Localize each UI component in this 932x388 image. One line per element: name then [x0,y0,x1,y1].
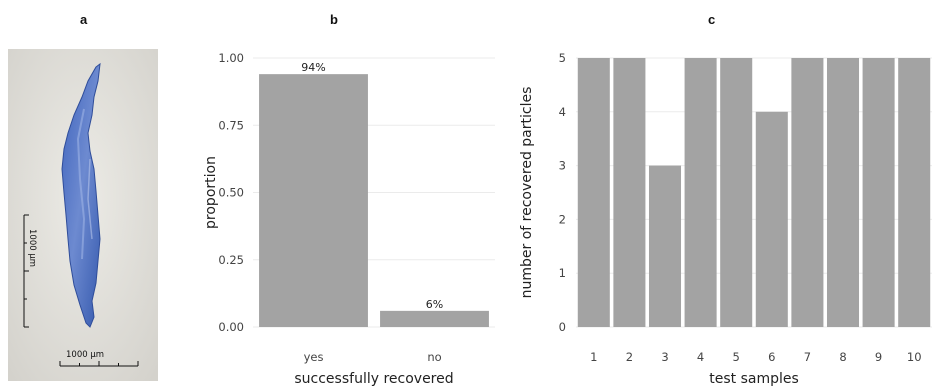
y-tick-label: 0.50 [218,186,244,200]
y-tick-label: 2 [559,212,566,226]
bar-2 [613,58,646,327]
x-tick-label: 6 [768,350,775,364]
y-tick-label: 5 [559,51,566,65]
x-tick-label: no [427,350,441,364]
panel-letter-c: c [708,12,716,27]
x-tick-label: 2 [626,350,633,364]
bar-10 [898,58,931,327]
y-axis-title: number of recovered particles [519,87,535,299]
bar-no [380,310,489,327]
y-tick-label: 0.25 [218,253,244,267]
y-tick-label: 1 [559,266,566,280]
bar-7 [791,58,824,327]
y-tick-label: 0.75 [218,118,244,132]
bar-6 [755,111,788,327]
x-tick-label: 5 [733,350,740,364]
panel-letter-b: b [330,12,338,27]
y-axis-title: proportion [203,156,219,229]
horizontal-scale-bar [59,361,139,367]
x-tick-label: 10 [907,350,922,364]
x-tick-label: 9 [875,350,882,364]
bar-8 [826,58,860,327]
x-axis-title: successfully recovered [294,371,453,387]
vertical-scale-label: 1000 µm [27,229,37,267]
bar-5 [720,58,753,327]
x-tick-label: 3 [661,350,668,364]
data-label: 6% [426,298,443,311]
x-tick-label: yes [304,350,324,364]
bar-9 [862,58,895,327]
horizontal-scale-label: 1000 µm [66,350,104,360]
microplastic-particle-photo: 1000 µm 1000 µm [8,49,158,381]
y-tick-label: 4 [559,105,566,119]
bar-yes [259,74,368,327]
y-tick-label: 1.00 [218,51,244,65]
y-tick-label: 0.00 [218,320,244,334]
y-tick-label: 3 [559,159,566,173]
x-tick-label: 4 [697,350,704,364]
x-tick-label: 8 [839,350,846,364]
y-tick-label: 0 [559,320,566,334]
x-tick-label: 1 [590,350,597,364]
vertical-scale-bar [23,214,29,328]
bar-1 [577,58,610,327]
data-label: 94% [301,61,325,74]
x-tick-label: 7 [804,350,811,364]
bar-4 [684,58,717,327]
x-axis-title: test samples [709,371,799,387]
bar-3 [648,165,682,327]
panel-letter-a: a [80,12,88,27]
